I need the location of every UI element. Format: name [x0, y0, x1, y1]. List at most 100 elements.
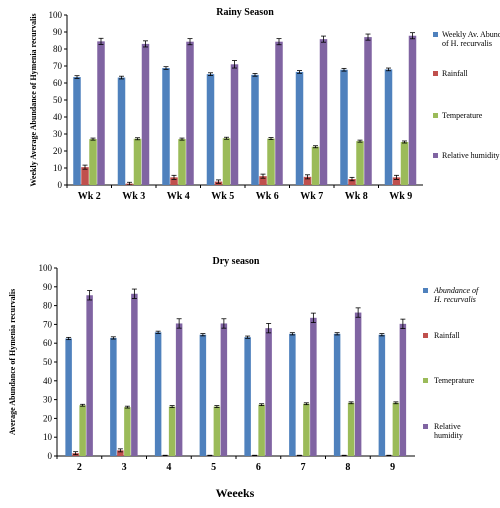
y-tick-label: 10 [53, 163, 63, 173]
y-tick-label: 20 [43, 413, 53, 423]
bar [356, 141, 364, 185]
bar [289, 333, 296, 456]
y-ticks: 0 10 20 30 40 50 60 70 80 90 100 [39, 263, 57, 461]
bar [65, 338, 72, 456]
legend-swatch [423, 333, 428, 338]
y-tick-label: 80 [43, 301, 53, 311]
x-tick-label: Wk 3 [122, 191, 145, 202]
legend-entry: Rainfall [442, 69, 469, 78]
bar [199, 334, 207, 456]
y-tick-label: 0 [48, 451, 53, 461]
bar [186, 41, 194, 185]
bar [267, 138, 275, 185]
y-axis-label: Weekly Average Abundance of Hymenia recu… [29, 13, 38, 186]
bar [340, 69, 348, 185]
x-tick-label: 7 [301, 462, 306, 473]
bar [258, 404, 265, 456]
bar [73, 77, 81, 185]
bar [206, 74, 215, 185]
legend-entry: Temperature [442, 111, 483, 120]
y-tick-label: 30 [53, 129, 63, 139]
bar [399, 323, 407, 456]
legend-entry: Abundance of H. recurvalis [433, 286, 480, 304]
bar [259, 176, 267, 185]
x-tick-label: Wk 2 [78, 191, 101, 202]
y-tick-label: 10 [43, 432, 53, 442]
bar [230, 64, 239, 185]
y-tick-label: 50 [43, 357, 53, 367]
bar [89, 139, 97, 185]
legend-entry: Relative humidity [442, 151, 500, 160]
bar [117, 450, 124, 456]
bar [408, 35, 417, 185]
bar [220, 323, 228, 456]
bar [348, 179, 356, 185]
legend-entry: Relative humidity [434, 422, 463, 440]
bar [162, 68, 170, 185]
y-tick-label: 100 [39, 263, 53, 273]
y-ticks: 0 10 20 30 40 50 60 70 80 90 100 [49, 10, 67, 190]
bar [154, 332, 162, 456]
bar [117, 77, 126, 185]
x-tick-label: 4 [166, 462, 171, 473]
dry-season-chart: Dry season Average Abundance of Hymenia … [8, 256, 480, 500]
y-tick-label: 60 [53, 78, 63, 88]
bars [73, 32, 417, 186]
x-tick-label: Wk 6 [256, 191, 279, 202]
legend-entry: Weekly Av. Abundance of H. recurvalis [442, 30, 500, 48]
x-tick-label: 2 [77, 462, 82, 473]
bar [303, 403, 310, 456]
bar [133, 138, 142, 185]
legend-swatch [433, 71, 438, 76]
category-labels: 2 3 4 5 6 7 8 9 [56, 456, 395, 473]
bar [392, 402, 400, 456]
bar [265, 328, 272, 456]
y-tick-label: 100 [49, 10, 63, 20]
bar [97, 41, 105, 185]
x-tick-label: 8 [345, 462, 350, 473]
x-tick-label: Wk 5 [211, 191, 234, 202]
legend-entry: Temeprature [434, 376, 475, 385]
bar [141, 43, 150, 186]
category-labels: Wk 2 Wk 3 Wk 4 Wk 5 Wk 6 Wk 7 Wk 8 Wk 9 [66, 185, 412, 202]
y-tick-label: 0 [58, 180, 63, 190]
x-tick-label: Wk 9 [389, 191, 412, 202]
bar [384, 69, 393, 185]
legend-swatch [423, 288, 428, 293]
bar [213, 406, 221, 456]
y-tick-label: 90 [53, 27, 63, 37]
y-tick-label: 80 [53, 44, 63, 54]
y-tick-label: 40 [53, 112, 63, 122]
bar [251, 74, 259, 185]
y-axis-label: Average Abundance of Hymenia recurvalis [8, 289, 17, 435]
legend-swatch [433, 32, 438, 37]
legend-swatch [423, 424, 428, 429]
bar [378, 334, 386, 456]
y-tick-label: 70 [43, 319, 53, 329]
y-tick-label: 60 [43, 338, 53, 348]
bar [110, 337, 117, 456]
bar [311, 146, 320, 185]
bar [244, 337, 251, 456]
x-tick-label: 5 [211, 462, 216, 473]
bar [86, 295, 93, 456]
y-tick-label: 30 [43, 395, 53, 405]
bar [333, 333, 341, 456]
legend: Abundance of H. recurvalis Rainfall Temep… [423, 286, 480, 440]
bar [168, 406, 176, 456]
bar [222, 138, 231, 185]
bar [310, 317, 317, 456]
bar [124, 407, 131, 456]
bar [303, 176, 312, 185]
x-tick-label: 3 [122, 462, 127, 473]
bars [65, 288, 407, 457]
bar [81, 167, 89, 185]
legend-swatch [433, 153, 438, 158]
bar [354, 312, 362, 456]
y-tick-label: 40 [43, 376, 53, 386]
y-tick-label: 50 [53, 95, 63, 105]
y-tick-label: 90 [43, 282, 53, 292]
chart-title: Rainy Season [216, 7, 274, 18]
bar [319, 39, 328, 185]
